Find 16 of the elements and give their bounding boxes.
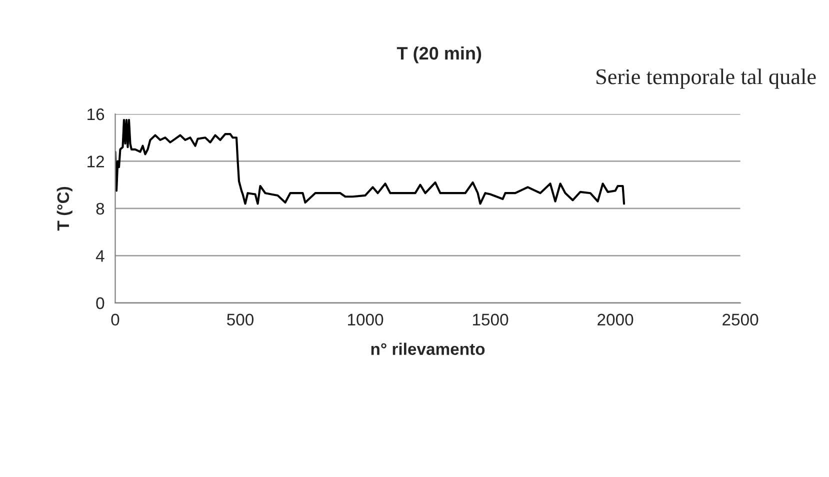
- y-tick-label: 8: [96, 202, 104, 215]
- y-tick-label: 12: [88, 156, 104, 168]
- x-tick-label: 2000: [598, 314, 634, 326]
- x-tick-label: 500: [227, 314, 254, 326]
- x-axis-title: n° rilevamento: [371, 342, 485, 355]
- y-tick-label: 4: [96, 250, 104, 262]
- x-tick-label: 0: [111, 314, 120, 326]
- y-tick-label: 16: [88, 108, 104, 120]
- y-axis-title: T (°C): [56, 186, 72, 231]
- y-tick-label: 0: [96, 297, 104, 310]
- text: Serie temporale tal quale: [596, 68, 816, 89]
- x-tick-label: 1000: [348, 314, 384, 326]
- chart-title: T (20 min): [396, 46, 482, 64]
- x-tick-label: 1500: [473, 314, 508, 326]
- line-series: [115, 118, 626, 205]
- x-tick-label: 2500: [722, 314, 758, 326]
